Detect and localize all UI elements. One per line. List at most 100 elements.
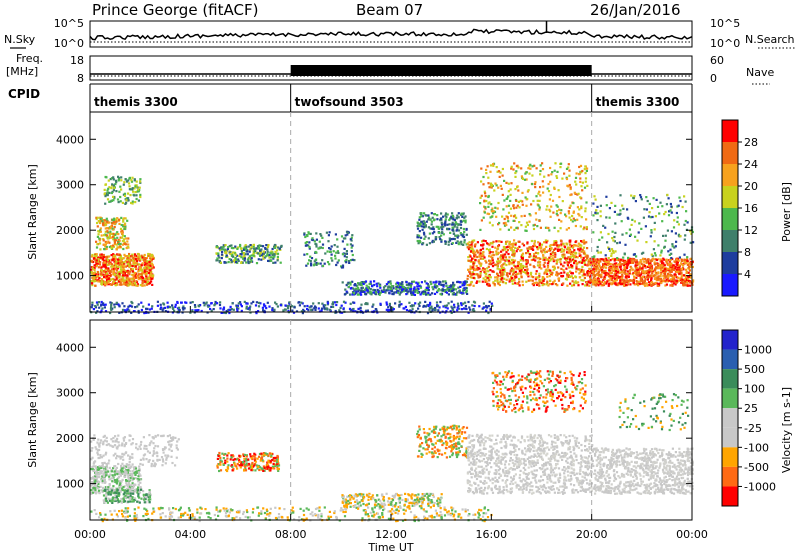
echo-cell bbox=[151, 263, 154, 266]
echo-cell bbox=[489, 308, 492, 311]
echo-cell bbox=[624, 272, 627, 275]
echo-cell bbox=[430, 212, 433, 215]
echo-cell bbox=[563, 248, 566, 252]
echo-cell bbox=[258, 253, 261, 256]
echo-cell bbox=[684, 259, 687, 262]
echo-cell bbox=[573, 259, 576, 262]
echo-cell bbox=[398, 305, 401, 308]
echo-cell bbox=[457, 234, 460, 237]
echo-cell bbox=[557, 277, 560, 280]
echo-cell bbox=[269, 256, 272, 259]
echo-cell bbox=[561, 274, 565, 278]
echo-cell bbox=[100, 234, 103, 237]
echo-cell bbox=[433, 286, 436, 289]
echo-cell bbox=[104, 230, 107, 233]
echo-cell bbox=[565, 176, 568, 179]
echo-cell bbox=[110, 191, 113, 195]
echo-cell bbox=[494, 182, 497, 185]
echo-cell bbox=[101, 281, 104, 284]
echo-cell bbox=[405, 281, 408, 284]
echo-cell bbox=[602, 283, 605, 287]
echo-cell bbox=[682, 268, 685, 271]
echo-cell bbox=[657, 275, 660, 278]
echo-cell bbox=[475, 281, 478, 284]
echo-cell bbox=[569, 260, 572, 263]
echo-cell bbox=[108, 232, 111, 235]
echo-cell bbox=[117, 253, 120, 257]
echo-cell bbox=[504, 248, 507, 251]
echo-cell bbox=[355, 291, 358, 294]
echo-cell bbox=[512, 268, 515, 271]
echo-cell bbox=[237, 259, 240, 262]
echo-cell bbox=[106, 283, 110, 286]
echo-cell bbox=[599, 204, 602, 207]
echo-cell bbox=[410, 282, 413, 285]
echo-cell bbox=[604, 226, 607, 229]
echo-cell bbox=[615, 263, 618, 267]
echo-cell bbox=[441, 228, 444, 231]
echo-cell bbox=[463, 230, 466, 233]
echo-cell bbox=[362, 282, 365, 286]
echo-cell bbox=[548, 198, 551, 201]
echo-cell bbox=[681, 278, 684, 281]
echo-cell bbox=[655, 272, 658, 275]
echo-cell bbox=[538, 265, 541, 268]
echo-cell bbox=[597, 275, 601, 278]
echo-cell bbox=[103, 188, 106, 191]
echo-cell bbox=[633, 195, 636, 198]
echo-cell bbox=[124, 225, 127, 228]
colorbar-tick-label: 4 bbox=[744, 268, 751, 281]
echo-cell bbox=[499, 271, 502, 274]
echo-cell bbox=[598, 268, 601, 272]
echo-cell bbox=[479, 252, 482, 255]
echo-cell bbox=[548, 229, 551, 232]
echo-cell bbox=[438, 236, 441, 239]
echo-cell bbox=[100, 304, 103, 307]
echo-cell bbox=[604, 274, 607, 277]
echo-cell bbox=[303, 232, 306, 235]
echo-cell bbox=[614, 267, 617, 270]
echo-cell bbox=[105, 280, 108, 283]
echo-cell bbox=[357, 282, 360, 285]
echo-cell bbox=[242, 252, 245, 255]
echo-cell bbox=[346, 291, 349, 294]
echo-cell bbox=[491, 304, 494, 307]
echo-cell bbox=[306, 234, 309, 238]
echo-cell bbox=[618, 264, 621, 267]
echo-cell bbox=[489, 164, 493, 167]
echo-cell bbox=[613, 210, 616, 213]
echo-cell bbox=[163, 306, 166, 309]
echo-cell bbox=[680, 262, 683, 265]
echo-cell bbox=[426, 304, 429, 307]
echo-cell bbox=[452, 281, 455, 284]
echo-cell bbox=[182, 308, 185, 311]
echo-cell bbox=[234, 245, 237, 248]
echo-cell bbox=[332, 305, 335, 308]
echo-cell bbox=[124, 255, 127, 258]
echo-cell bbox=[484, 192, 487, 195]
echo-cell bbox=[273, 310, 276, 313]
echo-cell bbox=[415, 289, 418, 292]
echo-cell bbox=[100, 489, 103, 492]
echo-cell bbox=[584, 180, 587, 183]
echo-cell bbox=[279, 261, 282, 264]
echo-cell bbox=[676, 216, 679, 219]
echo-cell bbox=[514, 265, 517, 268]
echo-cell bbox=[539, 194, 542, 197]
echo-cell bbox=[691, 265, 694, 269]
echo-cell bbox=[329, 308, 332, 311]
echo-cell bbox=[503, 224, 507, 227]
echo-cell bbox=[624, 263, 628, 266]
echo-cell bbox=[685, 271, 688, 274]
echo-cell bbox=[510, 248, 513, 251]
echo-cell bbox=[269, 252, 272, 255]
echo-cell bbox=[431, 307, 434, 311]
echo-cell bbox=[670, 211, 673, 214]
echo-cell bbox=[480, 255, 483, 258]
echo-cell bbox=[464, 221, 467, 224]
echo-cell bbox=[137, 253, 140, 256]
echo-cell bbox=[666, 267, 669, 270]
echo-cell bbox=[245, 245, 248, 248]
echo-cell bbox=[608, 249, 612, 252]
echo-cell bbox=[600, 266, 604, 269]
